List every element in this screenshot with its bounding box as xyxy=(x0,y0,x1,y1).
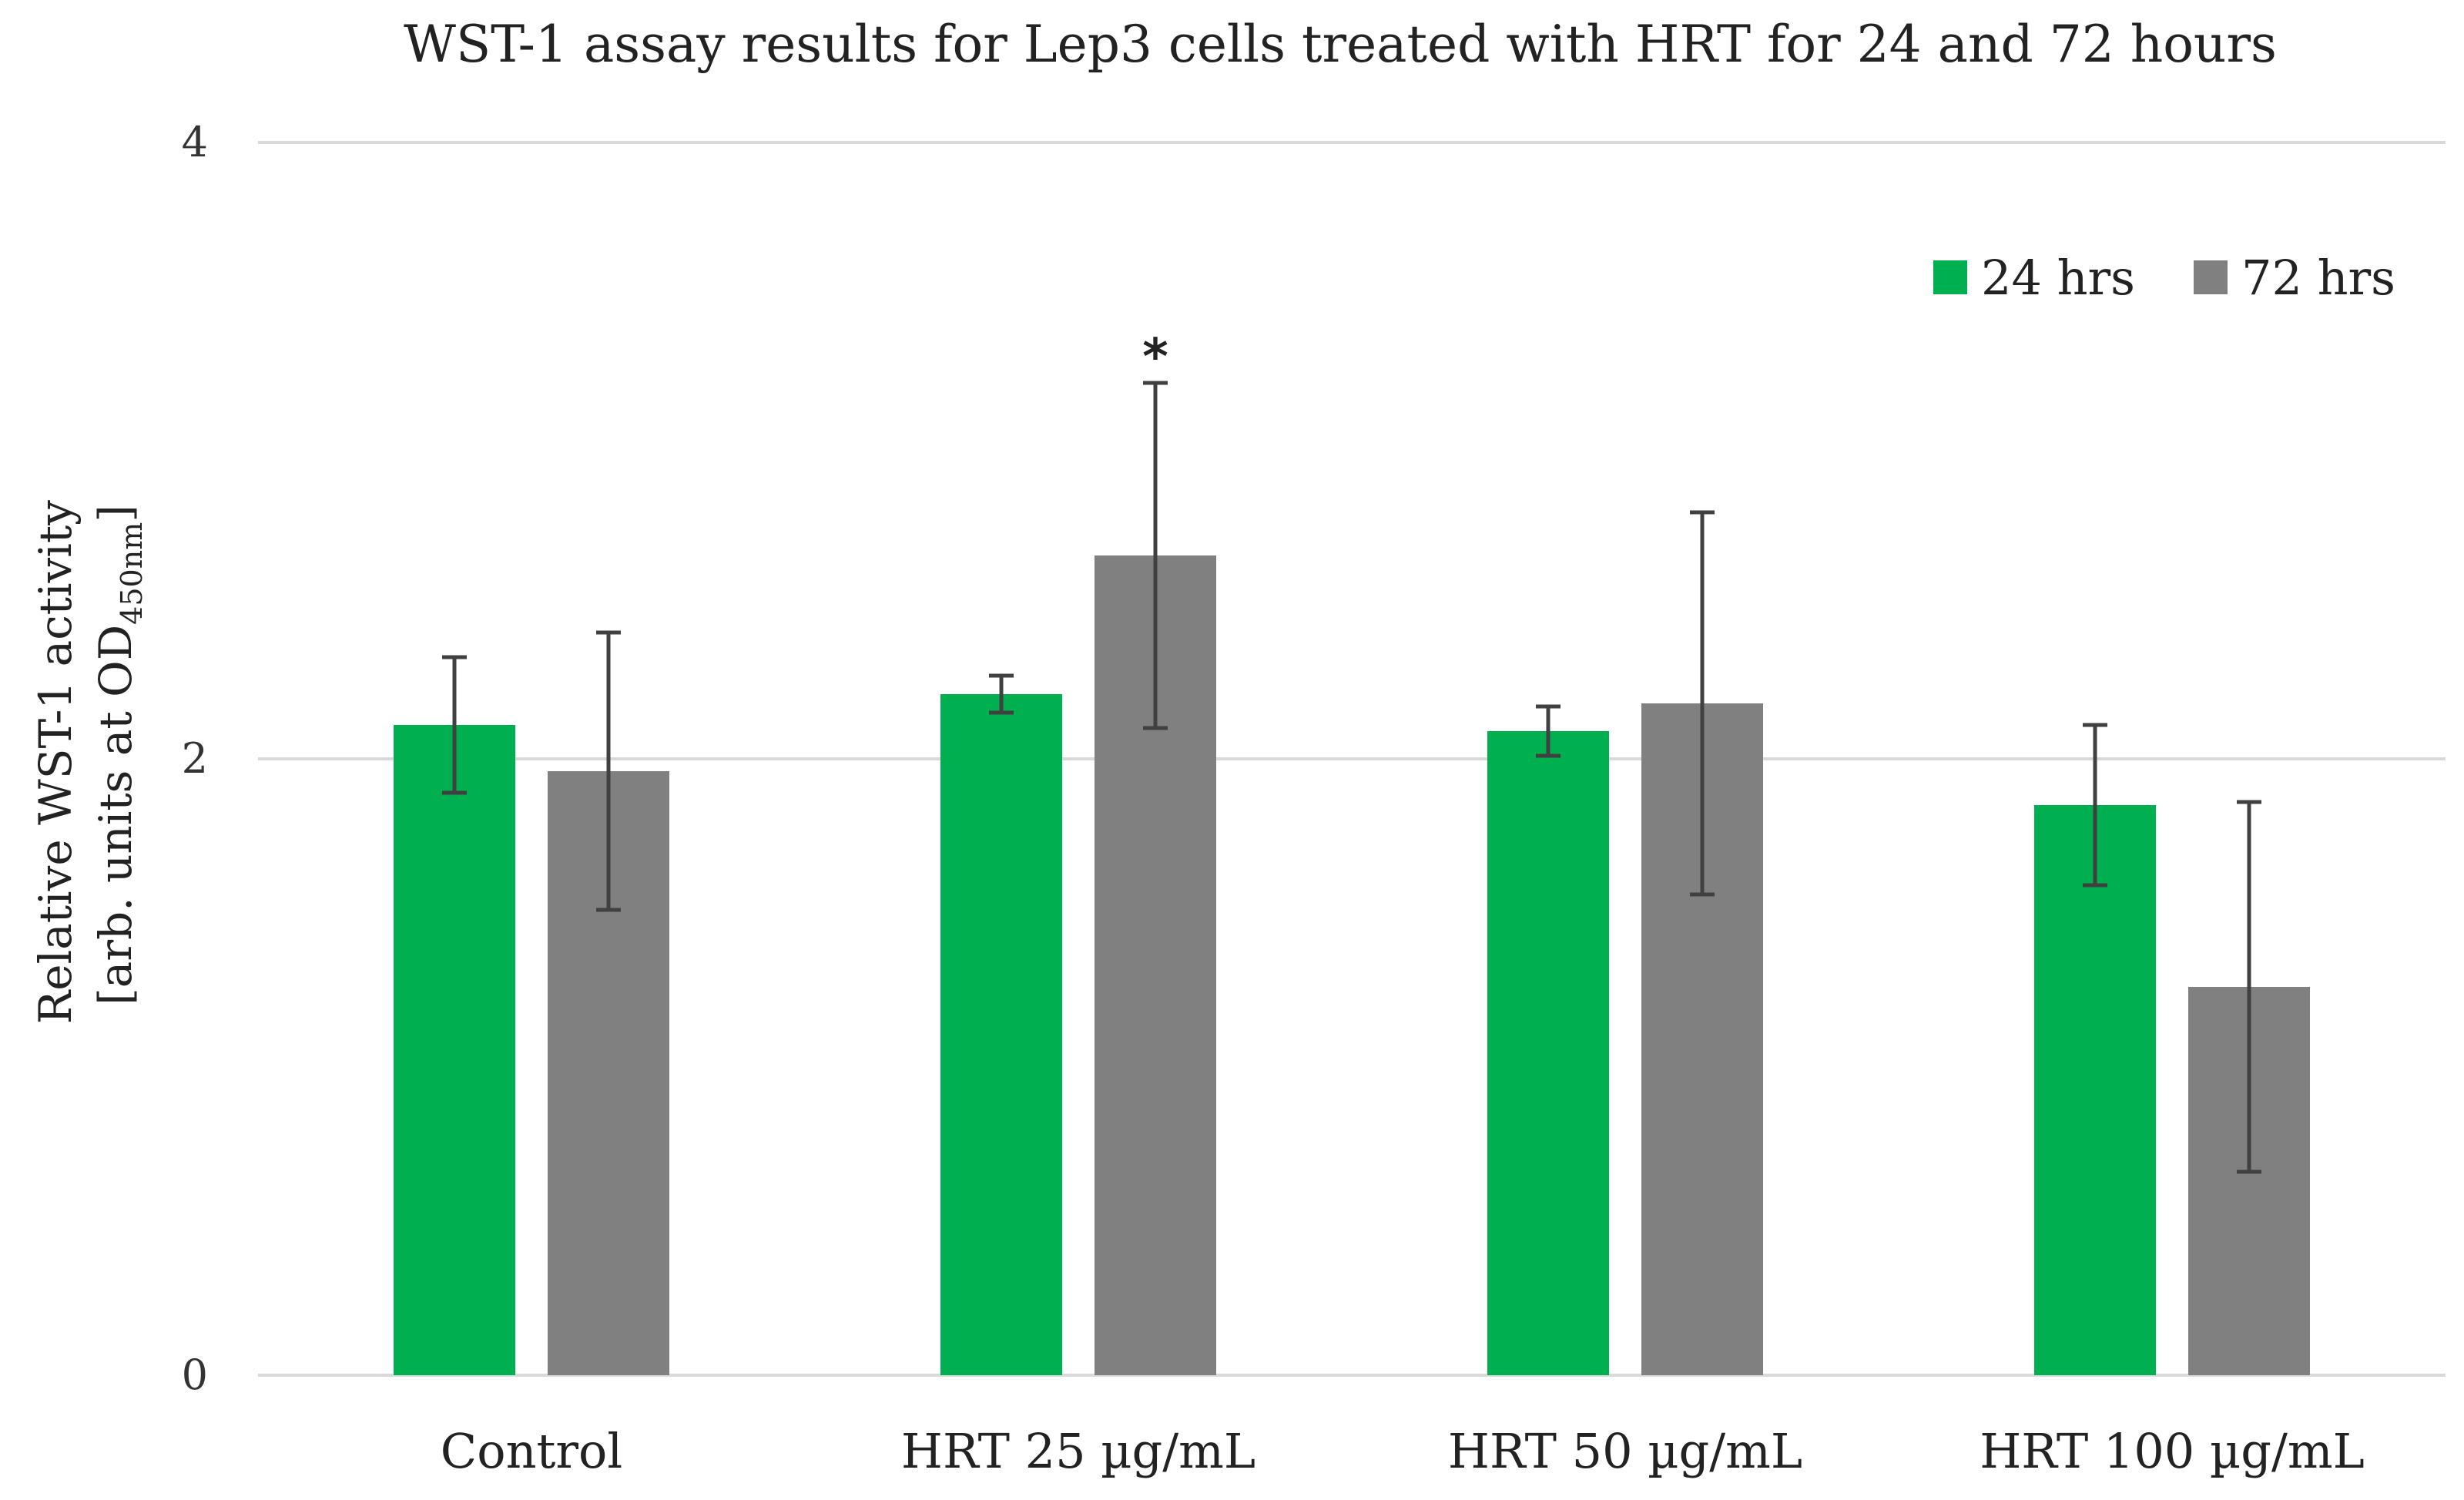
error-bar-72h-0 xyxy=(596,630,621,912)
error-bars xyxy=(442,381,2261,1174)
legend: 24 hrs 72 hrs xyxy=(1933,250,2395,306)
legend-swatch-24h xyxy=(1933,260,1967,294)
error-bar-72h-1 xyxy=(1143,381,1168,730)
error-bar-72h-3 xyxy=(2237,800,2261,1174)
error-bar-24h-0 xyxy=(442,655,467,795)
error-bar-24h-1 xyxy=(989,673,1014,715)
error-bar-24h-2 xyxy=(1536,704,1561,758)
y-tick-label: 2 xyxy=(182,734,208,783)
x-category-label: HRT 50 µg/mL xyxy=(1448,1423,1802,1479)
annotations: * xyxy=(1142,329,1168,386)
y-axis-label: Relative WST-1 activity [arb. units at O… xyxy=(29,486,149,1025)
x-category-label: HRT 25 µg/mL xyxy=(901,1423,1255,1479)
y-tick-label: 0 xyxy=(182,1351,208,1399)
error-bar-24h-3 xyxy=(2083,723,2107,888)
y-axis-label-line2-prefix: [arb. units at OD xyxy=(89,625,142,1005)
y-axis-label-line1: Relative WST-1 activity xyxy=(29,500,82,1025)
x-category-label: Control xyxy=(441,1423,622,1479)
bar-24h-0 xyxy=(394,725,515,1375)
legend-label-72h: 72 hrs xyxy=(2241,250,2395,306)
bar-24h-1 xyxy=(940,694,1062,1375)
bars xyxy=(394,555,2310,1375)
chart-title: WST-1 assay results for Lep3 cells treat… xyxy=(404,15,2277,74)
bar-24h-2 xyxy=(1487,731,1609,1375)
error-bar-72h-2 xyxy=(1690,510,1715,897)
legend-swatch-72h xyxy=(2194,260,2228,294)
x-axis-categories: Control HRT 25 µg/mL HRT 50 µg/mL HRT 100 µ… xyxy=(441,1423,2365,1479)
x-category-label: HRT 100 µg/mL xyxy=(1980,1423,2365,1479)
y-axis-label-line2-subscript: 450nm xyxy=(115,522,149,625)
legend-label-24h: 24 hrs xyxy=(1981,250,2135,306)
y-axis-label-line2-suffix: ] xyxy=(89,505,142,522)
y-axis-ticks: 0 2 4 xyxy=(182,118,208,1399)
y-tick-label: 4 xyxy=(182,118,208,166)
significance-marker: * xyxy=(1142,329,1168,386)
bar-24h-3 xyxy=(2034,805,2156,1375)
